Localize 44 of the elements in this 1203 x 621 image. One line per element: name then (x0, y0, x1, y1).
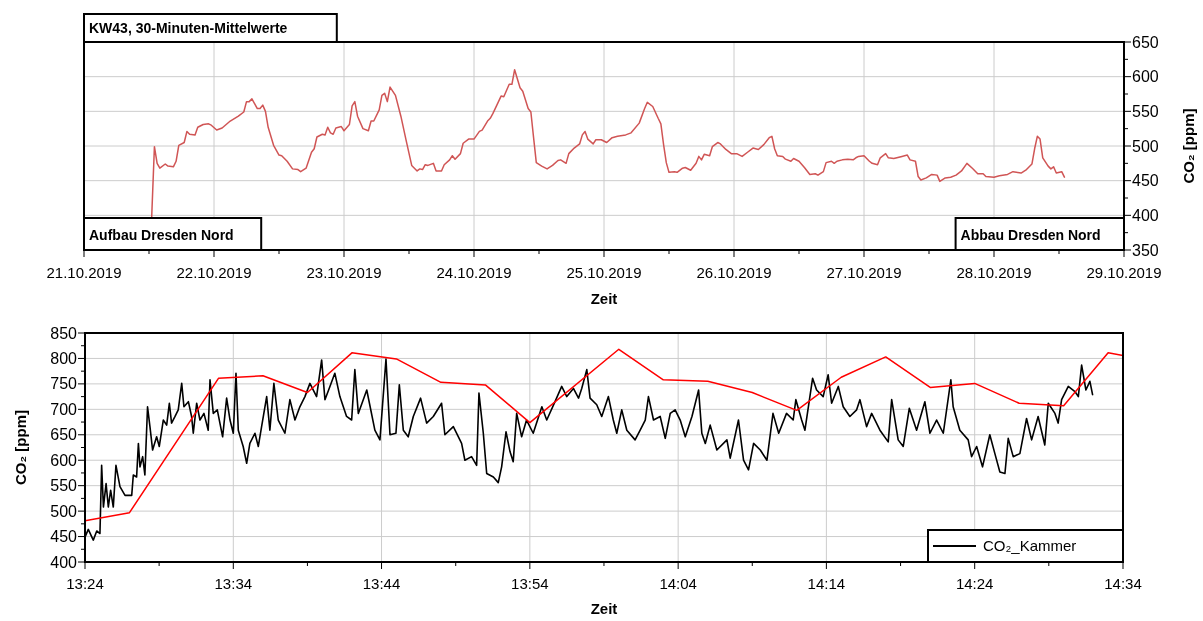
y-axis-title: CO₂ [ppm] (12, 410, 29, 485)
x-tick-label: 29.10.2019 (1086, 264, 1162, 281)
chart-title: KW43, 30-Minuten-Mittelwerte (89, 20, 288, 36)
x-axis-title: Zeit (590, 600, 618, 617)
x-tick-label: 14:14 (807, 575, 846, 592)
x-tick-label: 13:24 (66, 575, 104, 592)
x-tick-label: 14:34 (1104, 575, 1142, 592)
y-tick-label: 500 (50, 502, 78, 520)
x-tick-label: 27.10.2019 (826, 264, 902, 281)
y-tick-label: 800 (50, 350, 78, 368)
y-tick-label: 650 (1132, 33, 1159, 51)
annotation: Aufbau Dresden Nord (89, 227, 234, 243)
y-tick-label: 850 (50, 324, 78, 342)
y-tick-label: 750 (50, 375, 78, 393)
y-tick-label: 350 (1132, 241, 1159, 259)
y-tick-label: 450 (50, 528, 78, 546)
x-tick-label: 26.10.2019 (696, 264, 772, 281)
y-tick-label: 700 (50, 400, 78, 418)
x-tick-label: 24.10.2019 (436, 264, 512, 281)
legend-label: CO₂_Kammer (983, 537, 1077, 555)
y-tick-label: 400 (1132, 206, 1159, 224)
line-series (150, 68, 1066, 218)
y-tick-label: 600 (1132, 68, 1159, 86)
x-tick-label: 22.10.2019 (176, 264, 252, 281)
x-axis-title: Zeit (590, 290, 618, 307)
x-tick-label: 13:54 (511, 575, 549, 592)
y-tick-label: 550 (50, 477, 78, 495)
x-tick-label: 21.10.2019 (46, 264, 122, 281)
annotation: Abbau Dresden Nord (960, 227, 1101, 243)
x-tick-label: 28.10.2019 (956, 264, 1032, 281)
y-axis-title: CO₂ [ppm] (1180, 108, 1197, 184)
x-tick-label: 25.10.2019 (566, 264, 642, 281)
x-tick-label: 13:34 (214, 575, 253, 592)
x-tick-label: 13:44 (362, 575, 401, 592)
y-tick-label: 450 (1132, 172, 1159, 190)
y-tick-label: 600 (50, 451, 78, 469)
y-tick-label: 650 (50, 426, 78, 444)
y-tick-label: 550 (1132, 102, 1159, 120)
y-tick-label: 400 (50, 553, 78, 571)
y-tick-label: 500 (1132, 137, 1159, 155)
x-tick-label: 23.10.2019 (306, 264, 382, 281)
x-tick-label: 14:24 (955, 575, 994, 592)
x-tick-label: 14:04 (659, 575, 697, 592)
line-series (85, 348, 1123, 522)
